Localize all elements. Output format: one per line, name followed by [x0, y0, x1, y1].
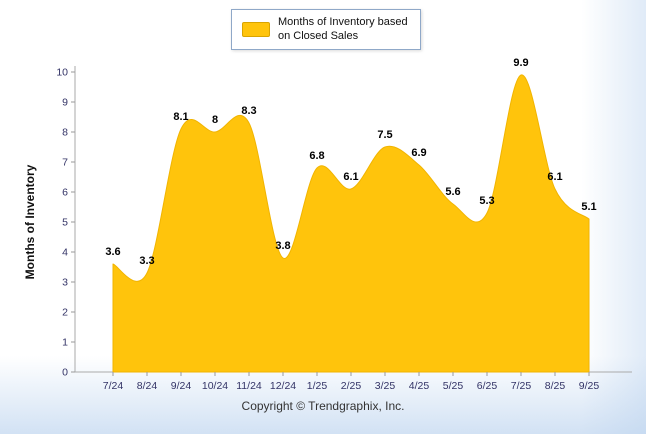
- legend-label: Months of Inventory based on Closed Sale…: [278, 16, 408, 43]
- svg-text:3.3: 3.3: [139, 255, 154, 267]
- svg-text:8: 8: [62, 127, 68, 139]
- svg-text:6.9: 6.9: [411, 147, 426, 159]
- svg-text:3.8: 3.8: [275, 240, 290, 252]
- svg-text:7/25: 7/25: [511, 380, 532, 392]
- svg-text:1/25: 1/25: [307, 380, 328, 392]
- svg-text:3.6: 3.6: [105, 246, 120, 258]
- svg-text:5.6: 5.6: [445, 186, 460, 198]
- svg-text:1: 1: [62, 337, 68, 349]
- svg-text:2/25: 2/25: [341, 380, 362, 392]
- svg-text:8.1: 8.1: [173, 111, 188, 123]
- svg-text:7.5: 7.5: [377, 129, 392, 141]
- svg-text:4/25: 4/25: [409, 380, 430, 392]
- svg-text:5.3: 5.3: [479, 195, 494, 207]
- svg-text:4: 4: [62, 247, 68, 259]
- svg-text:8/24: 8/24: [137, 380, 158, 392]
- svg-text:9/24: 9/24: [171, 380, 192, 392]
- svg-text:10: 10: [56, 67, 68, 79]
- data-labels: 3.6 3.3 8.1 8 8.3 3.8 6.8 6.1 7.5 6.9 5.6 5.3 9.9 6.1…: [105, 57, 596, 267]
- svg-text:9/25: 9/25: [579, 380, 600, 392]
- svg-text:5: 5: [62, 217, 68, 229]
- svg-text:5/25: 5/25: [443, 380, 464, 392]
- svg-text:8.3: 8.3: [241, 105, 256, 117]
- svg-text:8: 8: [212, 114, 218, 126]
- svg-text:6: 6: [62, 187, 68, 199]
- svg-text:0: 0: [62, 367, 68, 379]
- legend: Months of Inventory based on Closed Sale…: [231, 9, 421, 50]
- svg-text:6.8: 6.8: [309, 150, 324, 162]
- svg-text:5.1: 5.1: [581, 201, 596, 213]
- y-axis-ticks: 0 1 2 3 4 5 6 7 8 9 10: [56, 67, 75, 379]
- svg-text:8/25: 8/25: [545, 380, 566, 392]
- svg-text:9: 9: [62, 97, 68, 109]
- svg-text:6.1: 6.1: [547, 171, 562, 183]
- svg-text:6.1: 6.1: [343, 171, 358, 183]
- copyright-text: Copyright © Trendgraphix, Inc.: [241, 399, 405, 413]
- svg-text:9.9: 9.9: [513, 57, 528, 69]
- svg-text:3: 3: [62, 277, 68, 289]
- svg-text:2: 2: [62, 307, 68, 319]
- svg-text:7/24: 7/24: [103, 380, 124, 392]
- x-axis-labels: 7/24 8/24 9/24 10/24 11/24 12/24 1/25 2/25 3/25 4…: [103, 372, 600, 392]
- svg-text:11/24: 11/24: [236, 380, 262, 392]
- svg-text:10/24: 10/24: [202, 380, 228, 392]
- svg-text:6/25: 6/25: [477, 380, 498, 392]
- svg-text:12/24: 12/24: [270, 380, 296, 392]
- legend-swatch-icon: [242, 21, 270, 37]
- area-series: [112, 74, 590, 373]
- svg-text:3/25: 3/25: [375, 380, 396, 392]
- svg-text:7: 7: [62, 157, 68, 169]
